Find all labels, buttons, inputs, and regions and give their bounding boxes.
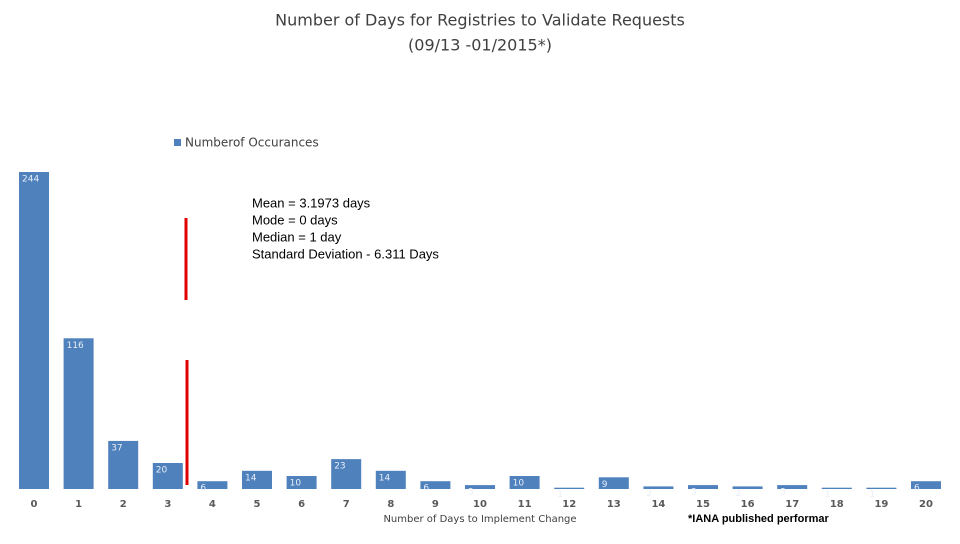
value-label: 3	[691, 488, 697, 498]
x-tick-label: 9	[432, 499, 439, 510]
bar	[509, 476, 540, 489]
bar	[152, 463, 183, 489]
bar	[420, 481, 451, 489]
legend-label: Numberof Occurances	[185, 136, 319, 150]
value-label: 6	[914, 484, 920, 494]
value-label: 3	[468, 488, 474, 498]
x-tick-label: 3	[164, 499, 171, 510]
value-label: 6	[200, 484, 206, 494]
bar	[732, 486, 763, 489]
footnote: *IANA published performar	[688, 513, 829, 525]
x-tick-label: 13	[607, 499, 621, 510]
value-label: 244	[22, 175, 39, 185]
bar	[911, 481, 941, 489]
bar	[688, 485, 718, 489]
value-label: 10	[513, 479, 525, 489]
value-label: 9	[602, 480, 608, 490]
legend-swatch	[174, 139, 181, 146]
x-tick-label: 19	[874, 499, 888, 510]
x-tick-label: 0	[31, 499, 38, 510]
value-label: 6	[423, 484, 429, 494]
bar	[197, 481, 228, 489]
bar	[643, 486, 674, 489]
value-label: 2	[736, 489, 742, 499]
bar	[286, 476, 317, 489]
bar	[331, 459, 362, 489]
value-label: 1	[557, 490, 563, 500]
x-tick-label: 20	[919, 499, 933, 510]
bar	[242, 470, 272, 489]
x-tick-label: 8	[387, 499, 394, 510]
bar	[777, 485, 808, 489]
bar	[465, 485, 495, 489]
annotation: Median = 1 day	[252, 229, 342, 244]
x-tick-label: 14	[651, 499, 665, 510]
value-label: 20	[156, 466, 168, 476]
bar	[598, 477, 629, 489]
value-label: 1	[869, 490, 875, 500]
value-label: 37	[111, 443, 122, 453]
bar	[19, 172, 49, 489]
value-label: 3	[780, 488, 786, 498]
bar	[108, 440, 139, 489]
chart-title: Number of Days for Registries to Validat…	[275, 11, 685, 30]
x-tick-label: 17	[785, 499, 799, 510]
annotation: Mean = 3.1973 days	[252, 195, 371, 210]
x-tick-label: 1	[75, 499, 82, 510]
bar	[63, 338, 94, 489]
value-label: 14	[245, 473, 257, 483]
x-tick-label: 10	[473, 499, 487, 510]
value-label: 1	[825, 490, 831, 500]
value-label: 116	[67, 341, 84, 351]
x-axis-title: Number of Days to Implement Change	[383, 514, 576, 525]
x-tick-label: 4	[209, 499, 216, 510]
x-tick-label: 2	[120, 499, 127, 510]
x-tick-label: 11	[518, 499, 532, 510]
value-label: 10	[290, 479, 302, 489]
chart-subtitle: (09/13 -01/2015*)	[408, 36, 552, 55]
x-tick-label: 5	[254, 499, 261, 510]
x-tick-label: 15	[696, 499, 710, 510]
bar	[866, 487, 897, 489]
annotation: Mode = 0 days	[252, 212, 338, 227]
annotation: Standard Deviation - 6.311 Days	[252, 246, 439, 261]
bar	[821, 487, 852, 489]
bar	[554, 487, 585, 489]
x-tick-label: 16	[741, 499, 755, 510]
x-tick-label: 18	[830, 499, 844, 510]
value-label: 14	[379, 473, 391, 483]
value-label: 2	[646, 489, 652, 499]
x-tick-label: 6	[298, 499, 305, 510]
bar	[375, 470, 406, 489]
value-label: 23	[334, 462, 345, 472]
x-tick-label: 7	[343, 499, 350, 510]
x-tick-label: 12	[562, 499, 576, 510]
